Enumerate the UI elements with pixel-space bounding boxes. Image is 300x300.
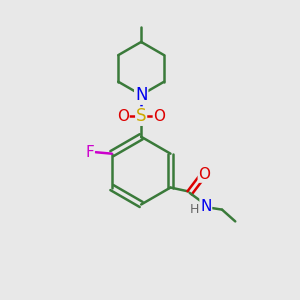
Text: N: N [135, 86, 147, 104]
Text: O: O [117, 109, 129, 124]
Text: O: O [153, 109, 165, 124]
Text: S: S [136, 107, 146, 125]
Text: N: N [200, 199, 212, 214]
Text: F: F [85, 145, 94, 160]
Text: H: H [190, 203, 199, 216]
Text: O: O [198, 167, 210, 182]
Text: N: N [135, 86, 147, 104]
